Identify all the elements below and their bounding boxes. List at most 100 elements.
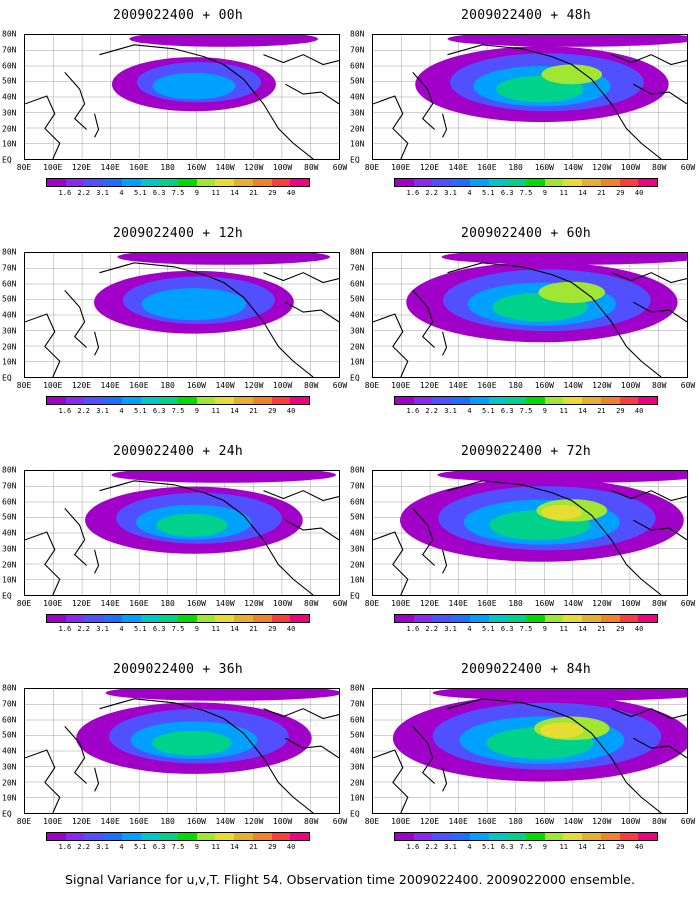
coastline: [263, 272, 339, 284]
coastline: [442, 331, 448, 356]
lon-tick-label: 80W: [652, 599, 667, 608]
colorbar-label: 5.1: [133, 843, 147, 851]
colorbar-label: 3.1: [96, 189, 109, 197]
colorbar-swatch: [84, 833, 104, 840]
colorbar-label: 2.2: [77, 625, 91, 633]
lon-tick-label: 100W: [620, 163, 641, 172]
colorbar-swatch: [290, 397, 310, 404]
coastline: [442, 767, 448, 792]
colorbar-swatch: [413, 833, 433, 840]
variance-shading: [541, 504, 583, 520]
lat-tick-label: 80N: [2, 465, 17, 475]
colorbar-swatch: [619, 833, 639, 840]
colorbar-swatch: [432, 397, 452, 404]
lon-tick-label: 60W: [680, 163, 696, 172]
colorbar-label: 6.3: [152, 189, 166, 197]
map-panel: 2009022400 + 00h 80N 70N 60N 50N 40N 30N 20N 10N…: [2, 8, 348, 228]
lat-tick-label: EQ: [2, 809, 12, 819]
colorbar-label: 14: [578, 407, 587, 415]
variance-shading: [441, 253, 687, 265]
lon-tick-label: 140E: [100, 163, 120, 172]
colorbar-swatch: [234, 179, 253, 186]
lat-tick-label: 80N: [2, 683, 17, 693]
colorbar-swatch: [103, 397, 122, 404]
colorbar-swatch: [178, 833, 197, 840]
colorbar-swatch: [413, 615, 433, 622]
colorbar-label: 11: [559, 625, 568, 633]
lat-tick-label: 60N: [350, 61, 365, 70]
colorbar-swatch: [451, 615, 470, 622]
lon-tick-label: 160E: [129, 381, 149, 390]
colorbar-swatch: [582, 833, 601, 840]
colorbar-label: 21: [249, 843, 258, 851]
lon-tick-label: 80E: [16, 599, 32, 608]
lon-tick-label: 100E: [43, 817, 63, 826]
variance-shading: [141, 288, 247, 321]
lat-tick-label: 40N: [2, 528, 17, 538]
lat-tick-label: 50N: [350, 512, 365, 522]
colorbar-swatch: [178, 397, 197, 404]
colorbar-swatch: [84, 179, 104, 186]
coastline: [99, 262, 314, 377]
lon-tick-label: 140E: [100, 381, 120, 390]
colorbar-swatch: [600, 397, 620, 404]
lon-tick-label: 140W: [563, 817, 583, 826]
colorbar-label: 1.6: [406, 843, 420, 851]
lon-tick-label: 180: [160, 599, 175, 608]
colorbar-swatch: [290, 179, 310, 186]
panel-title: 2009022400 + 24h: [112, 444, 244, 459]
lon-tick-label: 140E: [448, 599, 468, 608]
lon-tick-label: 80E: [16, 381, 32, 390]
coastline: [94, 331, 100, 356]
panel-title: 2009022400 + 48h: [460, 8, 592, 23]
lon-tick-label: 120E: [419, 381, 440, 390]
lat-tick-label: 40N: [350, 746, 365, 756]
colorbar-swatch: [65, 179, 85, 186]
colorbar: [46, 832, 310, 841]
lon-tick-label: 160W: [186, 163, 206, 172]
colorbar-label: 1.6: [406, 189, 420, 197]
lon-tick-label: 60W: [332, 381, 348, 390]
coastline: [412, 72, 435, 130]
colorbar-label: 6.3: [152, 625, 166, 633]
colorbar-swatch: [582, 615, 601, 622]
lat-tick-label: 60N: [2, 61, 17, 70]
lon-tick-label: 180: [160, 163, 175, 172]
coastline: [64, 72, 87, 130]
colorbar-label: 3.1: [96, 625, 109, 633]
lat-tick-label: 60N: [350, 715, 365, 724]
colorbar-label: 29: [268, 625, 277, 633]
coastline: [412, 726, 435, 784]
colorbar-label: 11: [559, 189, 568, 197]
coastline: [94, 767, 100, 792]
lon-tick-label: 100E: [391, 599, 411, 608]
lat-tick-label: 80N: [350, 683, 365, 693]
colorbar-swatch: [526, 397, 545, 404]
colorbar-swatch: [103, 833, 122, 840]
colorbar-swatch: [159, 179, 179, 186]
colorbar-swatch: [582, 179, 601, 186]
colorbar-label: 7.5: [519, 843, 533, 851]
lat-tick-label: 30N: [350, 326, 365, 336]
lon-tick-label: 100E: [391, 163, 411, 172]
lon-tick-label: 140E: [448, 381, 468, 390]
lat-tick-label: 40N: [2, 310, 17, 320]
lat-tick-label: 10N: [2, 357, 17, 367]
variance-shading: [156, 513, 228, 537]
coastline: [25, 313, 61, 377]
colorbar-label: 2.2: [425, 843, 439, 851]
lon-tick-label: 60W: [332, 163, 348, 172]
coastline: [64, 508, 87, 566]
colorbar-swatch: [432, 615, 452, 622]
lon-tick-label: 120E: [419, 599, 440, 608]
lon-tick-label: 80E: [364, 163, 380, 172]
colorbar-swatch: [395, 833, 414, 840]
colorbar-label: 11: [211, 407, 220, 415]
panel-title: 2009022400 + 72h: [460, 444, 592, 459]
colorbar-swatch: [159, 615, 179, 622]
colorbar-label: 14: [578, 625, 587, 633]
map-svg: [373, 471, 687, 595]
colorbar-label: 40: [634, 189, 644, 197]
colorbar: [394, 832, 658, 841]
colorbar-swatch: [271, 179, 291, 186]
